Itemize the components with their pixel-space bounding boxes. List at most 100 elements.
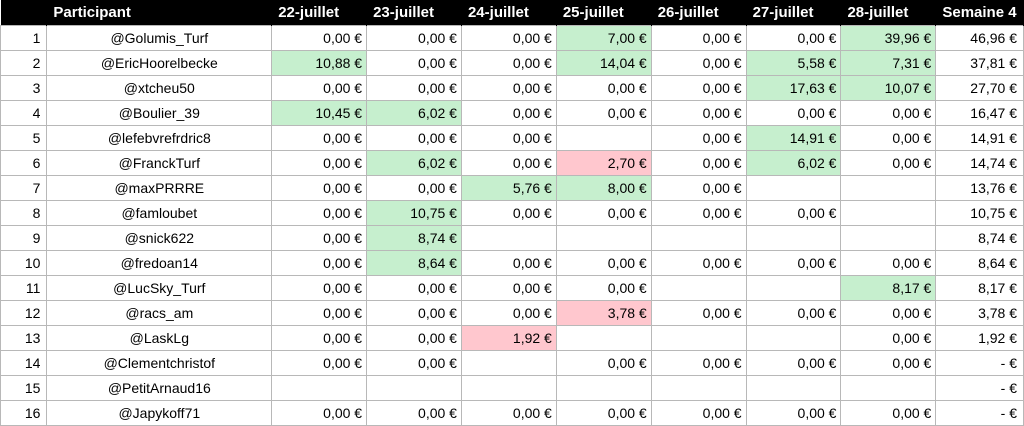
day-amount-cell[interactable]: 0,00 € bbox=[366, 174, 462, 201]
day-amount-cell[interactable]: 0,00 € bbox=[745, 399, 842, 426]
day-amount-cell[interactable]: 0,00 € bbox=[271, 249, 368, 276]
rank-cell[interactable]: 14 bbox=[0, 349, 48, 376]
rank-cell[interactable]: 3 bbox=[0, 74, 48, 101]
day-amount-cell[interactable]: 2,70 € bbox=[555, 149, 652, 176]
day-amount-cell[interactable]: 14,04 € bbox=[555, 49, 652, 76]
day-amount-cell[interactable] bbox=[745, 224, 842, 251]
day-amount-cell[interactable] bbox=[555, 374, 652, 401]
day-amount-cell[interactable]: 0,00 € bbox=[840, 299, 937, 326]
day-amount-cell[interactable]: 0,00 € bbox=[840, 149, 937, 176]
week-total-cell[interactable]: 3,78 € bbox=[935, 299, 1024, 326]
day-amount-cell[interactable]: 0,00 € bbox=[271, 24, 368, 51]
participant-cell[interactable]: @snick622 bbox=[46, 224, 273, 251]
day-amount-cell[interactable]: 0,00 € bbox=[555, 349, 652, 376]
day-amount-cell[interactable]: 0,00 € bbox=[840, 324, 937, 351]
day-amount-cell[interactable]: 6,02 € bbox=[366, 99, 462, 126]
day-amount-cell[interactable]: 0,00 € bbox=[555, 74, 652, 101]
day-amount-cell[interactable]: 0,00 € bbox=[366, 74, 462, 101]
day-amount-cell[interactable]: 0,00 € bbox=[555, 399, 652, 426]
week-total-cell[interactable]: 10,75 € bbox=[935, 199, 1024, 226]
day-amount-cell[interactable]: 3,78 € bbox=[555, 299, 652, 326]
day-amount-cell[interactable]: 0,00 € bbox=[460, 74, 557, 101]
day-amount-cell[interactable]: 0,00 € bbox=[745, 24, 842, 51]
day-amount-cell[interactable] bbox=[840, 374, 937, 401]
participant-cell[interactable]: @FranckTurf bbox=[46, 149, 273, 176]
participant-cell[interactable]: @xtcheu50 bbox=[46, 74, 273, 101]
day-amount-cell[interactable]: 10,75 € bbox=[366, 199, 462, 226]
day-amount-cell[interactable]: 0,00 € bbox=[650, 49, 747, 76]
day-amount-cell[interactable]: 5,76 € bbox=[460, 174, 557, 201]
day-amount-cell[interactable]: 7,31 € bbox=[840, 49, 937, 76]
day-amount-cell[interactable] bbox=[650, 324, 747, 351]
participant-cell[interactable]: @lefebvrefrdric8 bbox=[46, 124, 273, 151]
week-total-cell[interactable]: 14,91 € bbox=[935, 124, 1024, 151]
day-amount-cell[interactable] bbox=[555, 124, 652, 151]
day-amount-cell[interactable] bbox=[745, 374, 842, 401]
rank-cell[interactable]: 2 bbox=[0, 49, 48, 76]
rank-cell[interactable]: 16 bbox=[0, 399, 48, 426]
day-amount-cell[interactable]: 14,91 € bbox=[745, 124, 842, 151]
day-amount-cell[interactable]: 0,00 € bbox=[650, 74, 747, 101]
rank-cell[interactable]: 5 bbox=[0, 124, 48, 151]
day-amount-cell[interactable]: 0,00 € bbox=[745, 199, 842, 226]
rank-cell[interactable]: 10 bbox=[0, 249, 48, 276]
day-amount-cell[interactable] bbox=[460, 224, 557, 251]
week-total-cell[interactable]: 8,74 € bbox=[935, 224, 1024, 251]
day-amount-cell[interactable]: 0,00 € bbox=[555, 249, 652, 276]
day-amount-cell[interactable]: 0,00 € bbox=[460, 299, 557, 326]
day-amount-cell[interactable]: 0,00 € bbox=[271, 324, 368, 351]
participant-cell[interactable]: @fredoan14 bbox=[46, 249, 273, 276]
day-amount-cell[interactable] bbox=[840, 199, 937, 226]
participant-cell[interactable]: @EricHoorelbecke bbox=[46, 49, 273, 76]
day-amount-cell[interactable]: 0,00 € bbox=[745, 249, 842, 276]
day-amount-cell[interactable]: 0,00 € bbox=[271, 149, 368, 176]
day-amount-cell[interactable]: 8,74 € bbox=[366, 224, 462, 251]
day-amount-cell[interactable] bbox=[271, 374, 368, 401]
week-total-cell[interactable]: 1,92 € bbox=[935, 324, 1024, 351]
participant-cell[interactable]: @Golumis_Turf bbox=[46, 24, 273, 51]
day-amount-cell[interactable]: 10,88 € bbox=[271, 49, 368, 76]
day-amount-cell[interactable] bbox=[460, 349, 557, 376]
participant-cell[interactable]: @racs_am bbox=[46, 299, 273, 326]
day-amount-cell[interactable] bbox=[840, 174, 937, 201]
rank-cell[interactable]: 6 bbox=[0, 149, 48, 176]
day-amount-cell[interactable]: 0,00 € bbox=[271, 124, 368, 151]
day-amount-cell[interactable]: 6,02 € bbox=[366, 149, 462, 176]
day-amount-cell[interactable]: 0,00 € bbox=[460, 274, 557, 301]
day-amount-cell[interactable]: 7,00 € bbox=[555, 24, 652, 51]
participant-cell[interactable]: @LucSky_Turf bbox=[46, 274, 273, 301]
day-amount-cell[interactable]: 5,58 € bbox=[745, 49, 842, 76]
day-amount-cell[interactable]: 0,00 € bbox=[745, 349, 842, 376]
day-amount-cell[interactable]: 0,00 € bbox=[555, 274, 652, 301]
day-amount-cell[interactable]: 0,00 € bbox=[650, 399, 747, 426]
week-total-cell[interactable]: 8,17 € bbox=[935, 274, 1024, 301]
week-total-cell[interactable]: 13,76 € bbox=[935, 174, 1024, 201]
day-amount-cell[interactable]: 0,00 € bbox=[271, 224, 368, 251]
day-amount-cell[interactable]: 10,07 € bbox=[840, 74, 937, 101]
day-amount-cell[interactable] bbox=[745, 274, 842, 301]
day-amount-cell[interactable] bbox=[840, 224, 937, 251]
day-amount-cell[interactable]: 0,00 € bbox=[650, 24, 747, 51]
day-amount-cell[interactable]: 0,00 € bbox=[271, 274, 368, 301]
day-amount-cell[interactable]: 0,00 € bbox=[745, 99, 842, 126]
day-amount-cell[interactable]: 0,00 € bbox=[271, 299, 368, 326]
day-amount-cell[interactable]: 8,17 € bbox=[840, 274, 937, 301]
week-total-cell[interactable]: - € bbox=[935, 399, 1024, 426]
day-amount-cell[interactable]: 0,00 € bbox=[460, 24, 557, 51]
day-amount-cell[interactable]: 0,00 € bbox=[366, 24, 462, 51]
participant-cell[interactable]: @maxPRRRE bbox=[46, 174, 273, 201]
day-amount-cell[interactable] bbox=[745, 174, 842, 201]
day-amount-cell[interactable]: 10,45 € bbox=[271, 99, 368, 126]
day-amount-cell[interactable]: 0,00 € bbox=[460, 124, 557, 151]
rank-cell[interactable]: 7 bbox=[0, 174, 48, 201]
day-amount-cell[interactable]: 0,00 € bbox=[366, 299, 462, 326]
participant-cell[interactable]: @LaskLg bbox=[46, 324, 273, 351]
participant-cell[interactable]: @Boulier_39 bbox=[46, 99, 273, 126]
rank-cell[interactable]: 13 bbox=[0, 324, 48, 351]
day-amount-cell[interactable] bbox=[745, 324, 842, 351]
day-amount-cell[interactable]: 0,00 € bbox=[366, 349, 462, 376]
day-amount-cell[interactable]: 0,00 € bbox=[460, 249, 557, 276]
day-amount-cell[interactable] bbox=[555, 324, 652, 351]
day-amount-cell[interactable]: 0,00 € bbox=[366, 399, 462, 426]
day-amount-cell[interactable]: 0,00 € bbox=[650, 149, 747, 176]
